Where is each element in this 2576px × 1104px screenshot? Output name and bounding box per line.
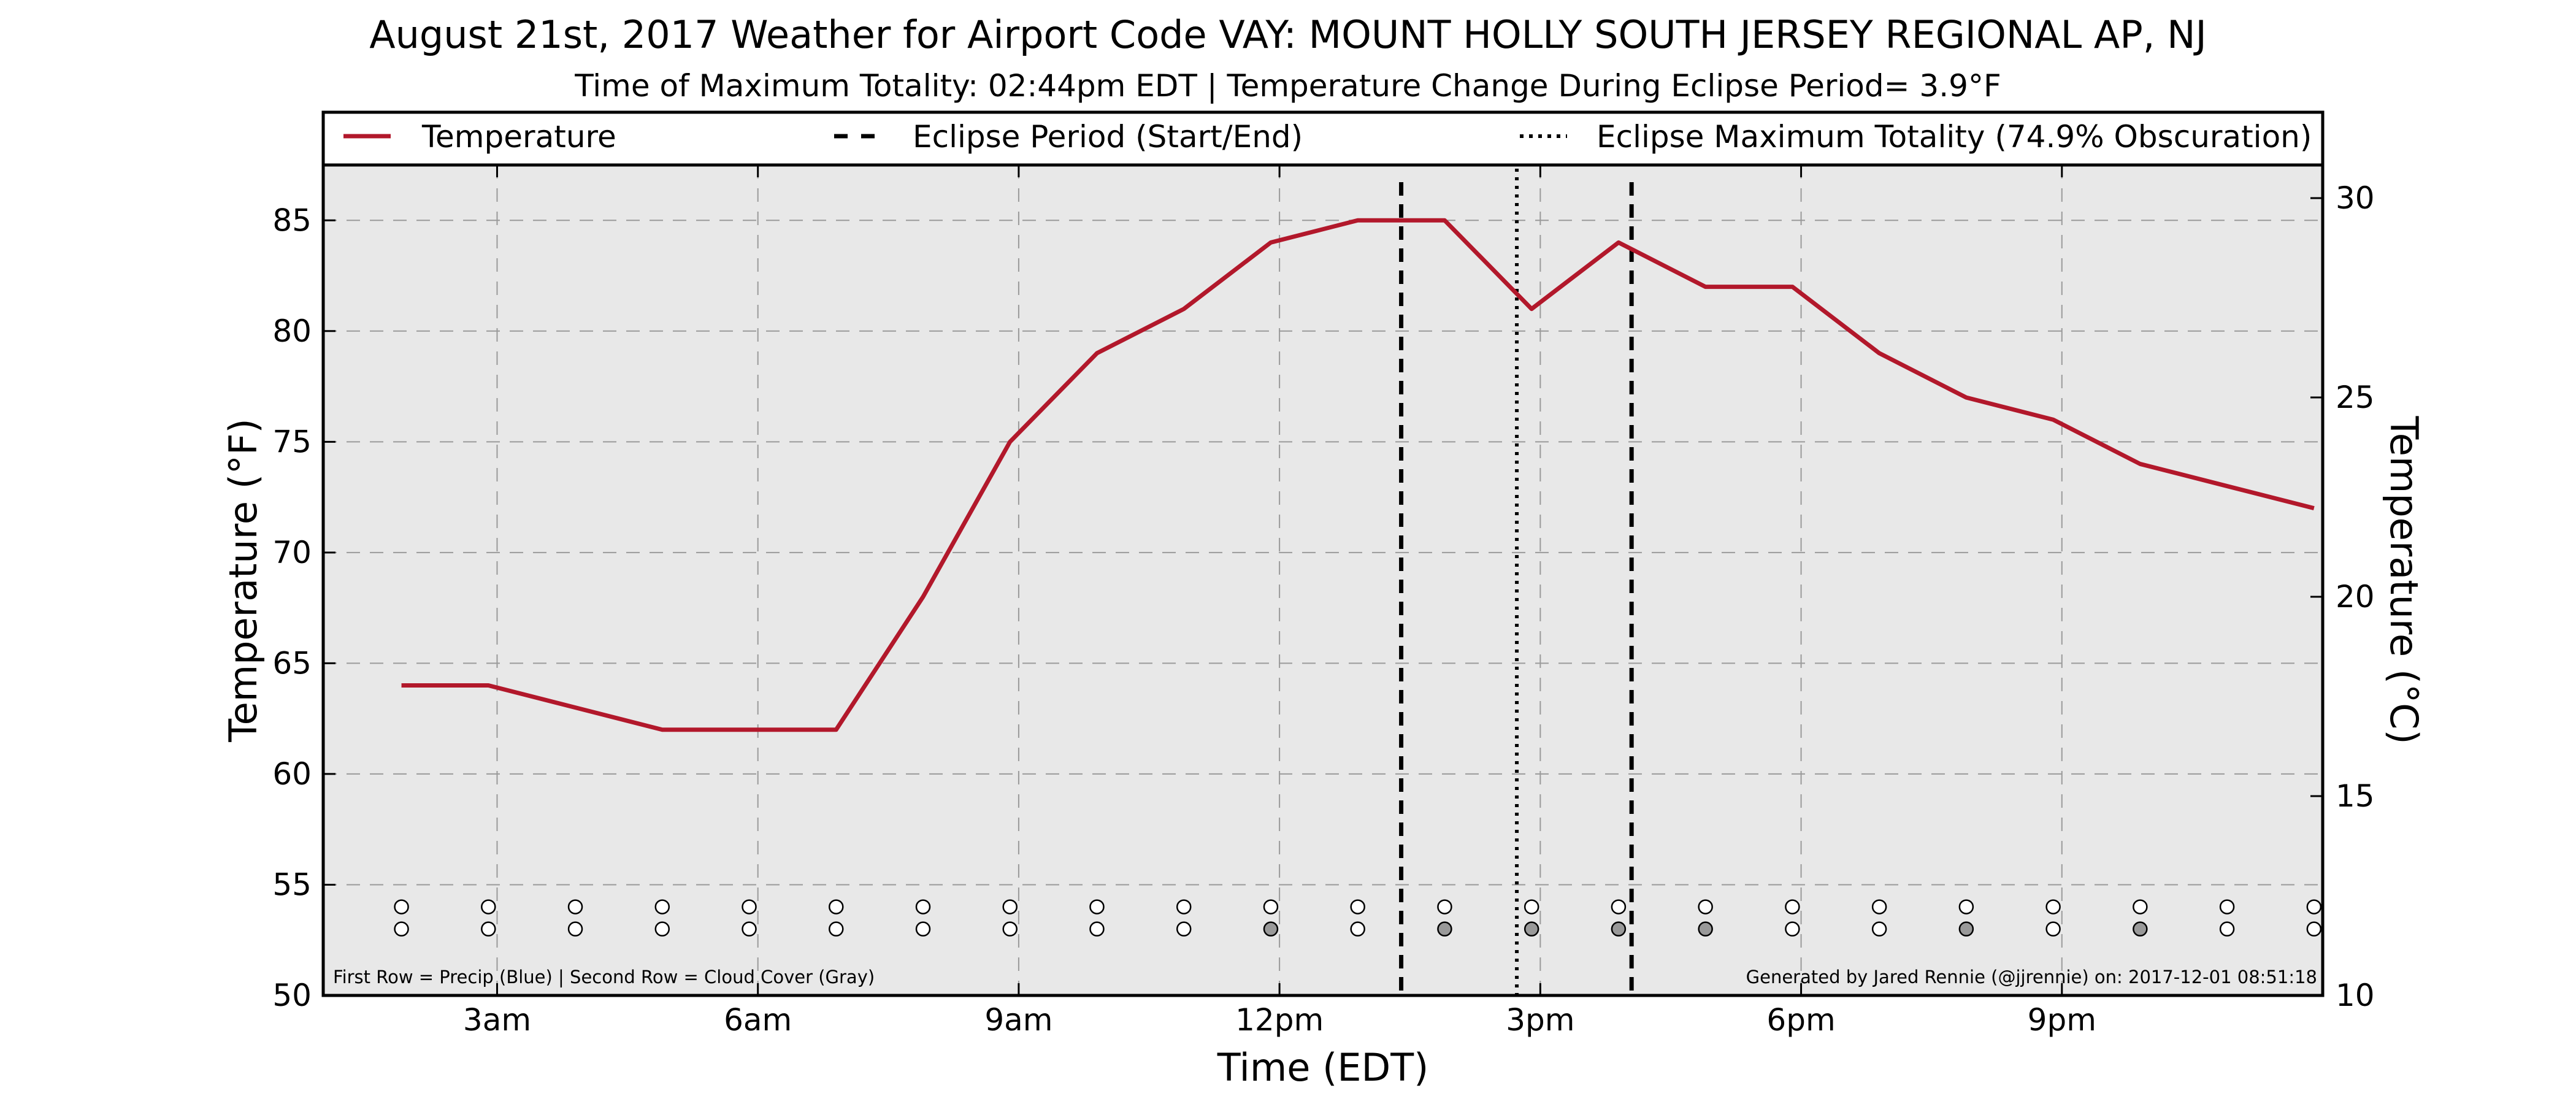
precip-marker [2045, 899, 2061, 914]
precip-marker [654, 899, 670, 914]
y-tick-label: 70 [272, 535, 312, 570]
cloud-cover-marker [2219, 921, 2235, 937]
x-tick-label: 6am [724, 1002, 792, 1038]
temperature-series [401, 218, 2315, 732]
footer-left-note: First Row = Precip (Blue) | Second Row =… [333, 967, 875, 987]
precip-marker [1958, 899, 1974, 914]
precip-marker [1524, 899, 1539, 914]
y2-tick-label: 20 [2336, 579, 2375, 615]
cloud-cover-marker [1176, 921, 1192, 937]
legend-eclipse-max-label: Eclipse Maximum Totality (74.9% Obscurat… [1597, 119, 2312, 155]
precip-marker [1698, 899, 1713, 914]
y-tick-label: 80 [272, 313, 312, 349]
precip-marker [2219, 899, 2235, 914]
cloud-cover-marker [1350, 921, 1365, 937]
precip-marker [481, 899, 496, 914]
precip-marker [742, 899, 757, 914]
cloud-cover-marker [1958, 921, 1974, 937]
cloud-cover-marker [1002, 921, 1018, 937]
cloud-cover-marker [915, 921, 931, 937]
x-axis-label: Time (EDT) [1217, 1045, 1429, 1090]
cloud-cover-marker [394, 921, 409, 937]
precip-marker [915, 899, 931, 914]
precip-marker [1350, 899, 1365, 914]
x-tick-label: 6pm [1766, 1002, 1835, 1038]
cloud-cover-marker [1263, 921, 1279, 937]
precip-marker [1089, 899, 1105, 914]
eclipse-markers [1399, 169, 1634, 995]
cloud-cover-marker [1524, 921, 1539, 937]
cloud-cover-marker [654, 921, 670, 937]
y-tick-label: 75 [272, 424, 312, 459]
precip-marker [1002, 899, 1018, 914]
cloud-cover-marker [1698, 921, 1713, 937]
precip-marker [567, 899, 583, 914]
legend-frame [321, 110, 2325, 167]
precip-marker [1611, 899, 1627, 914]
precip-marker [394, 899, 409, 914]
cloud-cover-marker [2045, 921, 2061, 937]
cloud-cover-marker [567, 921, 583, 937]
y-tick-label: 60 [272, 756, 312, 792]
precip-marker [829, 899, 844, 914]
axes: 3am 6am 9am 12pm 3pm 6pm 9pm 50 55 60 65 70 75 80 85 10… [272, 165, 2375, 1038]
precip-marker [1263, 899, 1279, 914]
y2-axis-label: Temperature (°C) [2382, 415, 2426, 744]
x-tick-label: 9pm [2028, 1002, 2096, 1038]
precip-marker [1176, 899, 1192, 914]
cloud-cover-marker [1437, 921, 1452, 937]
legend: Temperature Eclipse Period (Start/End) E… [321, 110, 2325, 167]
chart-subtitle: Time of Maximum Totality: 02:44pm EDT | … [574, 68, 2001, 104]
precip-marker [2133, 899, 2148, 914]
plot-area [323, 165, 2323, 995]
cloud-cover-marker [481, 921, 496, 937]
y-axis-label: Temperature (°F) [221, 418, 266, 742]
footer-right-note: Generated by Jared Rennie (@jjrennie) on… [1746, 967, 2317, 987]
y2-tick-label: 25 [2336, 380, 2375, 415]
y2-tick-label: 30 [2336, 180, 2375, 216]
cloud-cover-marker [1089, 921, 1105, 937]
temperature-line [401, 218, 2315, 732]
precip-marker [1437, 899, 1452, 914]
y-tick-label: 50 [272, 978, 312, 1013]
legend-eclipse-period-label: Eclipse Period (Start/End) [913, 119, 1303, 155]
cloud-cover-marker [742, 921, 757, 937]
x-tick-label: 3am [463, 1002, 531, 1038]
precip-cloud-rows [394, 899, 2322, 937]
x-tick-label: 3pm [1506, 1002, 1574, 1038]
cloud-cover-marker [1785, 921, 1800, 937]
precip-marker [1785, 899, 1800, 914]
precip-marker [2306, 899, 2322, 914]
chart-title: August 21st, 2017 Weather for Airport Co… [369, 12, 2207, 57]
cloud-cover-marker [1871, 921, 1887, 937]
legend-temperature-label: Temperature [421, 119, 616, 155]
x-tick-label: 9am [984, 1002, 1052, 1038]
x-tick-label: 12pm [1235, 1002, 1324, 1038]
plot-frame [321, 163, 2325, 997]
y-tick-label: 55 [272, 867, 312, 902]
cloud-cover-marker [2133, 921, 2148, 937]
y-tick-label: 85 [272, 202, 312, 238]
precip-marker [1871, 899, 1887, 914]
y2-tick-label: 15 [2336, 778, 2375, 814]
cloud-cover-marker [829, 921, 844, 937]
cloud-cover-marker [1611, 921, 1627, 937]
grid-lines [323, 165, 2323, 995]
cloud-cover-marker [2306, 921, 2322, 937]
y-tick-label: 65 [272, 645, 312, 681]
y2-tick-label: 10 [2336, 978, 2375, 1013]
